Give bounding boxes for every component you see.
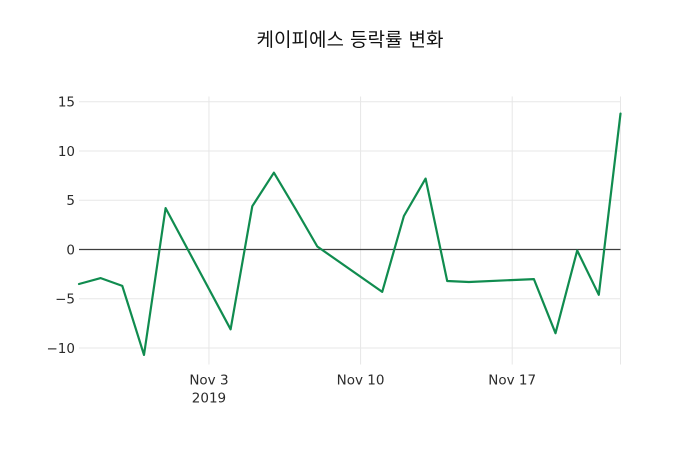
x-tick-label-nov-3: Nov 3: [189, 373, 228, 389]
x-tick-label-year: 2019: [192, 391, 226, 407]
horizontal-gridlines: [79, 101, 621, 349]
x-axis-tick-labels: Nov 3 2019 Nov 10 Nov 17: [189, 373, 536, 407]
y-tick-label--10: −10: [47, 341, 76, 357]
y-axis-tick-labels: 15 10 5 0 −5 −10: [47, 95, 76, 357]
x-tick-label-nov-17: Nov 17: [488, 373, 536, 389]
series-group: [77, 112, 622, 356]
price-change-line: [77, 112, 622, 356]
y-tick-label--5: −5: [55, 292, 75, 308]
x-tick-label-nov-10: Nov 10: [337, 373, 385, 389]
y-tick-label-0: 0: [66, 242, 75, 258]
y-tick-label-5: 5: [66, 193, 75, 209]
y-tick-label-15: 15: [58, 95, 75, 111]
y-tick-label-10: 10: [58, 144, 75, 160]
chart-title: 케이피에스 등락률 변화: [257, 29, 444, 51]
vertical-gridlines: [208, 96, 621, 365]
